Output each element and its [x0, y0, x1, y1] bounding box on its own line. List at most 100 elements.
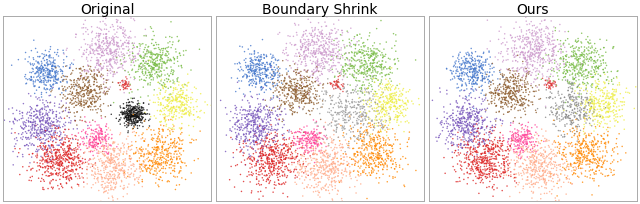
Point [101, 140, 111, 143]
Point [556, 104, 566, 108]
Point [474, 177, 484, 180]
Point [35, 113, 45, 116]
Point [528, 182, 538, 185]
Point [580, 106, 590, 110]
Point [484, 160, 494, 163]
Point [72, 90, 82, 93]
Point [374, 135, 384, 138]
Point [573, 72, 584, 75]
Point [252, 56, 262, 60]
Point [50, 148, 60, 151]
Point [264, 123, 275, 126]
Point [51, 66, 61, 69]
Point [475, 60, 485, 63]
Point [189, 86, 200, 89]
Point [511, 90, 521, 94]
Point [131, 71, 141, 74]
Point [538, 77, 548, 81]
Point [151, 170, 161, 173]
Point [47, 127, 57, 131]
Point [564, 96, 575, 99]
Point [606, 96, 616, 99]
Point [594, 54, 604, 57]
Point [234, 61, 244, 65]
Point [550, 39, 560, 43]
Point [602, 110, 612, 113]
Point [46, 179, 56, 183]
Point [265, 128, 275, 132]
Point [124, 145, 134, 149]
Point [320, 185, 330, 188]
Point [338, 152, 348, 156]
Point [377, 88, 387, 91]
Point [51, 54, 61, 57]
Point [268, 149, 278, 152]
Point [45, 76, 55, 80]
Point [45, 55, 55, 58]
Point [588, 83, 598, 86]
Point [346, 177, 356, 180]
Point [140, 49, 150, 52]
Point [493, 145, 504, 149]
Point [301, 141, 312, 144]
Point [584, 149, 594, 152]
Point [353, 50, 364, 53]
Point [134, 110, 144, 113]
Point [269, 164, 280, 167]
Point [605, 96, 616, 99]
Point [134, 181, 144, 185]
Point [352, 112, 362, 115]
Point [511, 85, 522, 89]
Point [88, 136, 99, 139]
Point [65, 169, 75, 173]
Point [141, 44, 151, 47]
Point [348, 92, 358, 95]
Point [371, 75, 381, 78]
Point [129, 18, 139, 22]
Point [479, 143, 490, 146]
Point [373, 166, 383, 169]
Point [303, 132, 313, 135]
Point [31, 124, 41, 128]
Point [540, 116, 550, 119]
Point [385, 151, 396, 154]
Point [479, 148, 489, 151]
Point [138, 132, 148, 135]
Point [114, 169, 124, 172]
Point [461, 124, 471, 128]
Point [591, 52, 602, 55]
Point [147, 165, 157, 169]
Point [318, 158, 328, 161]
Point [100, 165, 110, 169]
Point [476, 170, 486, 173]
Point [505, 144, 515, 148]
Point [402, 120, 412, 123]
Point [319, 51, 330, 54]
Point [36, 116, 46, 119]
Point [519, 98, 529, 101]
Point [312, 145, 323, 149]
Point [611, 76, 621, 79]
Point [369, 139, 380, 143]
Point [102, 65, 112, 69]
Point [77, 119, 87, 123]
Point [572, 98, 582, 102]
Point [357, 147, 367, 150]
Point [360, 89, 371, 92]
Point [244, 133, 254, 136]
Point [97, 48, 107, 52]
Point [53, 65, 63, 68]
Point [106, 161, 116, 164]
Point [250, 64, 260, 67]
Point [545, 163, 556, 167]
Point [106, 53, 116, 56]
Point [35, 162, 45, 165]
Point [515, 85, 525, 88]
Point [172, 141, 182, 144]
Point [31, 60, 41, 63]
Point [504, 87, 515, 91]
Point [552, 173, 562, 176]
Point [81, 135, 92, 139]
Point [442, 117, 452, 121]
Point [63, 164, 74, 168]
